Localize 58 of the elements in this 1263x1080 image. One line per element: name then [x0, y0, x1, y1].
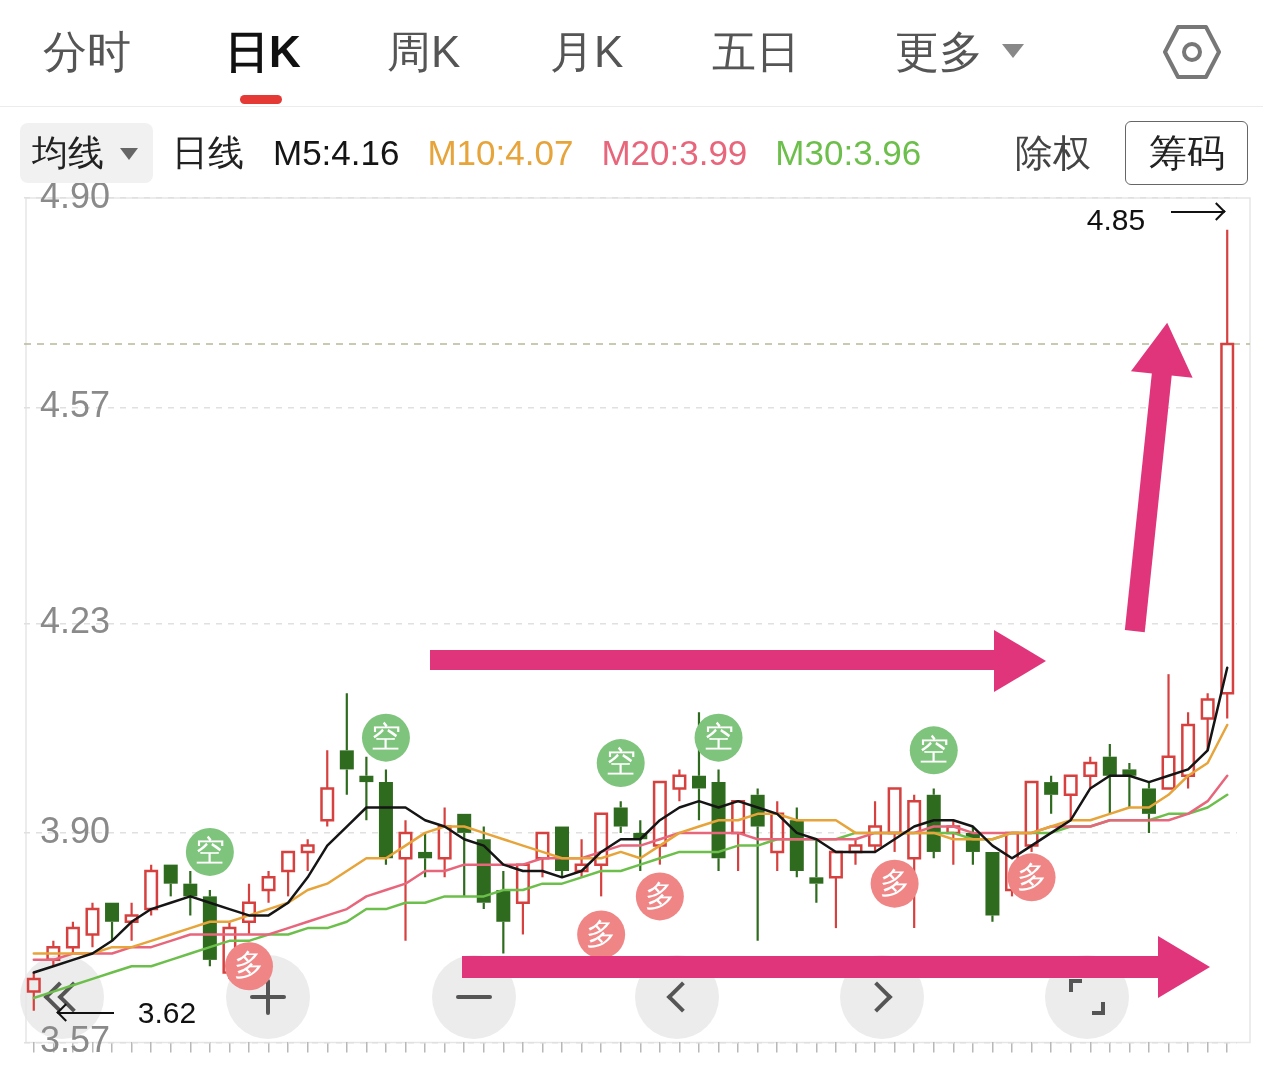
candlestick	[1181, 711, 1196, 790]
text: 空	[370, 719, 401, 753]
text: 月K	[550, 27, 624, 76]
candlestick	[1083, 755, 1098, 790]
candlestick	[1102, 742, 1117, 815]
candlestick	[809, 838, 824, 904]
candlestick	[1141, 781, 1156, 834]
candlestick	[672, 768, 687, 803]
candlestick	[1044, 774, 1059, 815]
y-tick-label: 4.57	[40, 384, 111, 426]
candlestick	[398, 819, 413, 942]
text: 除权	[1015, 131, 1091, 175]
candlestick	[1024, 780, 1039, 854]
candlestick	[300, 838, 315, 873]
candlestick	[183, 869, 198, 917]
candlestick	[339, 692, 354, 796]
text: 周K	[387, 27, 461, 76]
text: M20:3.99	[601, 132, 748, 174]
candlestick	[418, 831, 433, 879]
candlestick	[1220, 228, 1235, 720]
text: 分时	[43, 27, 131, 76]
candlestick	[378, 768, 393, 866]
text: M5:4.16	[273, 132, 400, 174]
candlestick	[828, 850, 843, 930]
candlestick	[985, 851, 1000, 923]
candlestick	[868, 800, 883, 854]
text: 更多	[895, 27, 983, 76]
annotation: 4.85	[1086, 202, 1146, 237]
series-label: 空	[703, 719, 734, 753]
candlestick	[887, 787, 902, 854]
candlestick	[281, 850, 296, 898]
text: 空	[194, 834, 225, 868]
button: 筹码	[1125, 121, 1248, 185]
candlestick	[320, 749, 335, 828]
candlestick	[359, 755, 374, 822]
text: 空	[918, 732, 949, 766]
candlestick	[26, 971, 41, 1012]
text: 多	[233, 948, 264, 982]
dropdown: 均线	[20, 123, 153, 183]
candlestick	[85, 901, 100, 949]
text: 五日	[712, 27, 800, 76]
annotation: 3.62	[137, 995, 197, 1030]
text: M30:3.96	[775, 132, 922, 174]
text: 多	[644, 878, 675, 912]
candlestick	[1161, 673, 1176, 790]
text: 多	[879, 865, 910, 899]
text: 多	[1016, 859, 1047, 893]
text: 日K	[225, 27, 301, 76]
text: 空	[605, 745, 636, 779]
y-tick-label: 4.23	[40, 600, 111, 642]
y-tick-label: 3.57	[40, 1019, 111, 1061]
series-label: 多	[586, 916, 617, 950]
y-tick-label: 3.90	[40, 809, 111, 851]
text: M10:4.07	[427, 132, 574, 174]
candlestick	[594, 812, 609, 898]
candlestick	[496, 869, 511, 955]
candlestick	[261, 869, 276, 904]
text: 日线	[172, 131, 244, 175]
